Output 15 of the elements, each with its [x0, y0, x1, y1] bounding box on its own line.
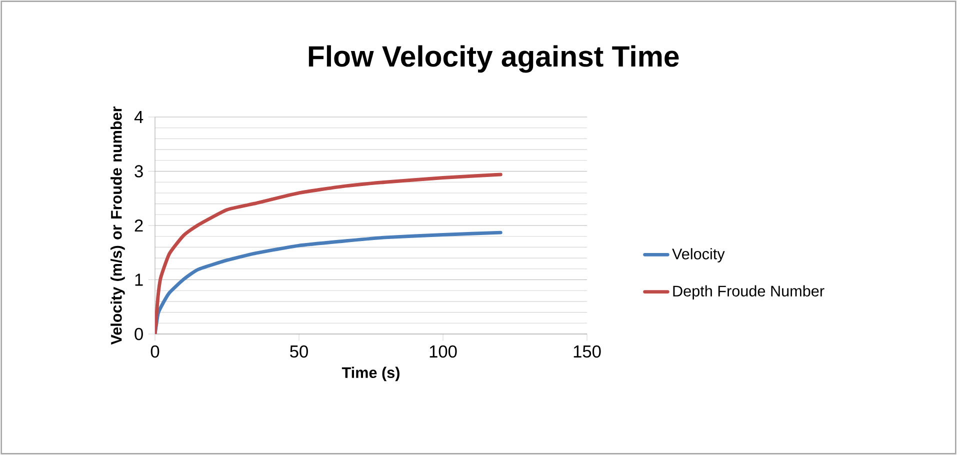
- x-tick-label: 0: [150, 345, 160, 358]
- x-tick-label: 150: [574, 345, 601, 358]
- legend-label: Depth Froude Number: [673, 285, 824, 300]
- y-tick-label: 1: [135, 274, 143, 286]
- y-tick-label: 2: [134, 219, 143, 232]
- y-axis-title: Velocity (m/s) or Froude number: [110, 106, 125, 345]
- y-tick-label: 0: [134, 328, 143, 340]
- line-series: [155, 172, 502, 334]
- y-tick-label: 4: [134, 111, 144, 123]
- x-tick-label: 100: [430, 345, 457, 358]
- legend-label: Velocity: [672, 248, 725, 262]
- x-axis-title: Time (s): [342, 366, 400, 382]
- chart-title: Flow Velocity against Time: [308, 45, 679, 73]
- y-tick-label: 3: [134, 165, 143, 178]
- x-tick-label: 50: [290, 345, 308, 358]
